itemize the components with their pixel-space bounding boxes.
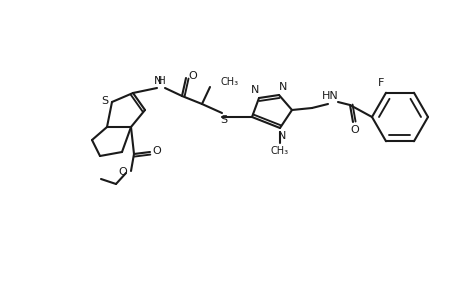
Text: N: N — [278, 82, 286, 92]
Text: N: N — [277, 131, 285, 141]
Text: F: F — [377, 78, 383, 88]
Text: CH₃: CH₃ — [270, 146, 288, 156]
Text: O: O — [118, 167, 127, 177]
Text: N: N — [153, 76, 162, 86]
Text: HN: HN — [321, 91, 338, 101]
Text: CH₃: CH₃ — [220, 77, 239, 87]
Text: O: O — [350, 125, 358, 135]
Text: O: O — [188, 71, 197, 81]
Text: S: S — [220, 115, 227, 125]
Text: N: N — [250, 85, 258, 95]
Text: H: H — [158, 76, 166, 86]
Text: O: O — [152, 146, 161, 156]
Text: S: S — [101, 96, 108, 106]
